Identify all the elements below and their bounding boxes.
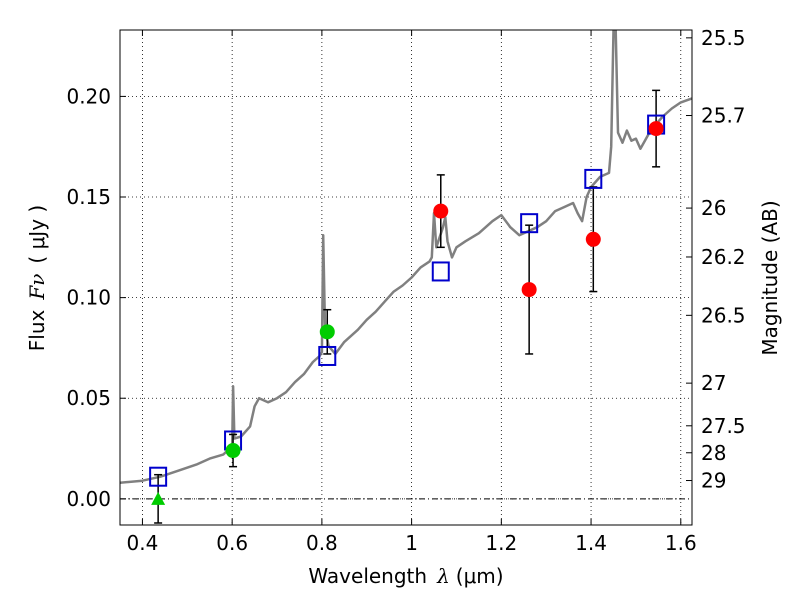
- y-tick-label: 0.20: [66, 84, 111, 108]
- x-axis-symbol: λ: [436, 564, 450, 588]
- y-axis-symbol: Fν: [25, 274, 49, 301]
- y-tick-label: 0.00: [66, 487, 111, 511]
- x-axis-unit: (μm): [456, 564, 504, 588]
- y2-tick-label: 26: [701, 196, 726, 220]
- y-axis-title: Flux Fν ( μJy ): [25, 205, 49, 351]
- observed-flux-circle: [319, 324, 335, 340]
- y-tick-label: 0.05: [66, 386, 111, 410]
- y-axis-title-prefix: Flux: [25, 309, 49, 351]
- y2-tick-label: 29: [701, 469, 726, 493]
- x-axis-title: Wavelength λ (μm): [308, 564, 503, 588]
- y2-tick-label: 28: [701, 441, 726, 465]
- x-axis-title-prefix: Wavelength: [308, 564, 427, 588]
- model-spectrum-line: [120, 30, 692, 484]
- x-tick-label: 1.6: [665, 531, 697, 555]
- model-photometry-square: [584, 168, 603, 189]
- y-axis-unit: ( μJy ): [25, 205, 49, 264]
- upper-limit-triangle: [151, 491, 166, 505]
- tick-labels: 0.4 0.6 0.8 1 1.2 1.4 1.6 0.00 0.05 0.10 0.15 0.20 2…: [66, 26, 745, 555]
- y-tick-label: 0.15: [66, 185, 111, 209]
- plot-background: [120, 30, 692, 525]
- model-photometry-square: [431, 261, 450, 282]
- observed-flux-circle: [433, 203, 449, 219]
- model-photometry-square: [149, 466, 168, 487]
- x-tick-label: 1: [405, 531, 418, 555]
- x-tick-label: 0.4: [127, 531, 159, 555]
- y2-axis-title: Magnitude (AB): [758, 200, 782, 355]
- x-tick-label: 1.4: [575, 531, 607, 555]
- y-tick-label: 0.10: [66, 286, 111, 310]
- y2-tick-label: 26.2: [701, 245, 746, 269]
- model-photometry-square: [318, 345, 337, 366]
- x-tick-label: 0.8: [306, 531, 338, 555]
- y2-tick-label: 27.5: [701, 414, 746, 438]
- y2-tick-label: 26.5: [701, 303, 746, 327]
- y2-tick-label: 25.7: [701, 104, 746, 128]
- observed-flux-circle: [521, 282, 537, 298]
- tick-marks: [120, 30, 692, 525]
- y2-tick-label: 27: [701, 371, 726, 395]
- observed-flux-circle: [648, 121, 664, 137]
- x-tick-label: 0.6: [216, 531, 248, 555]
- observed-flux-circle: [585, 231, 601, 247]
- model-photometry-square: [520, 213, 539, 234]
- data-layer: [120, 30, 692, 484]
- plot-frame: [119, 29, 693, 526]
- y2-tick-label: 25.5: [701, 26, 746, 50]
- marker-layer: [149, 89, 666, 524]
- observed-flux-circle: [225, 443, 241, 459]
- x-tick-label: 1.2: [485, 531, 517, 555]
